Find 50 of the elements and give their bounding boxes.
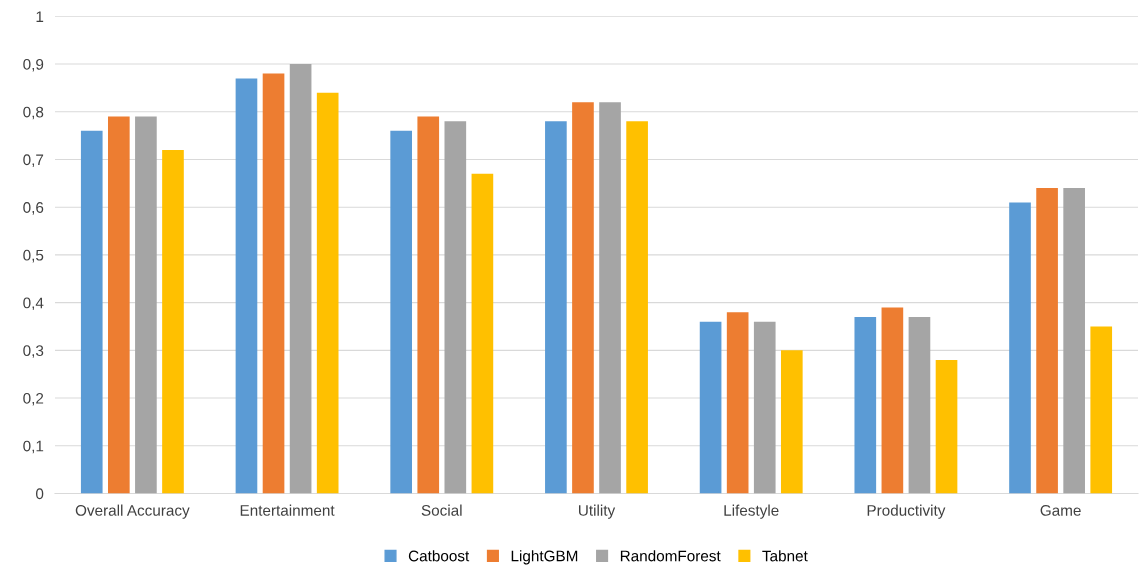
x-tick-label: Productivity [867, 504, 946, 519]
bar [908, 316, 931, 494]
bar [1036, 188, 1058, 494]
bar [235, 78, 258, 494]
x-tick-label: Utility [579, 504, 616, 519]
bar [726, 312, 749, 494]
bar [316, 92, 339, 494]
bar [390, 130, 412, 494]
bar [80, 130, 103, 494]
bar [444, 121, 467, 494]
bar [753, 321, 776, 494]
x-tick-label: Game [1040, 504, 1081, 516]
bar [135, 116, 157, 494]
bar [854, 316, 877, 494]
y-tick-label: 0,4 [23, 297, 44, 311]
bar [162, 149, 184, 494]
bar [699, 321, 722, 494]
bar [471, 173, 494, 494]
bar [935, 359, 958, 494]
y-tick-label: 0,8 [23, 106, 44, 120]
bar [780, 350, 803, 494]
bar [289, 64, 312, 494]
legend-label: RandomForest [620, 550, 721, 562]
bar [417, 116, 440, 494]
bar [572, 102, 594, 494]
bar [1009, 202, 1031, 494]
y-tick-label: 0,6 [23, 202, 44, 215]
legend-label: Catboost [408, 550, 470, 562]
bar [626, 121, 648, 494]
y-tick-label: 1 [36, 11, 44, 22]
y-tick-label: 0,7 [23, 154, 44, 167]
y-tick-label: 0,5 [23, 249, 44, 263]
y-tick-label: 0,1 [23, 440, 44, 454]
y-tick-label: 0,9 [23, 58, 44, 72]
bar [1063, 188, 1085, 494]
bar [1090, 326, 1113, 494]
bar [545, 121, 567, 494]
x-tick-label: Lifestyle [724, 504, 779, 519]
bar [881, 307, 904, 494]
bar [262, 73, 285, 494]
bar [599, 102, 621, 494]
x-tick-label: Social [421, 504, 462, 516]
y-tick-label: 0 [36, 488, 44, 500]
bar [108, 116, 130, 494]
legend-label: Tabnet [762, 550, 808, 562]
x-tick-label: Overall Accuracy [75, 504, 190, 519]
x-tick-label: Entertainment [240, 504, 335, 516]
y-tick-label: 0,2 [23, 392, 44, 406]
y-tick-label: 0,3 [23, 345, 44, 358]
legend-label: LightGBM [511, 550, 578, 565]
